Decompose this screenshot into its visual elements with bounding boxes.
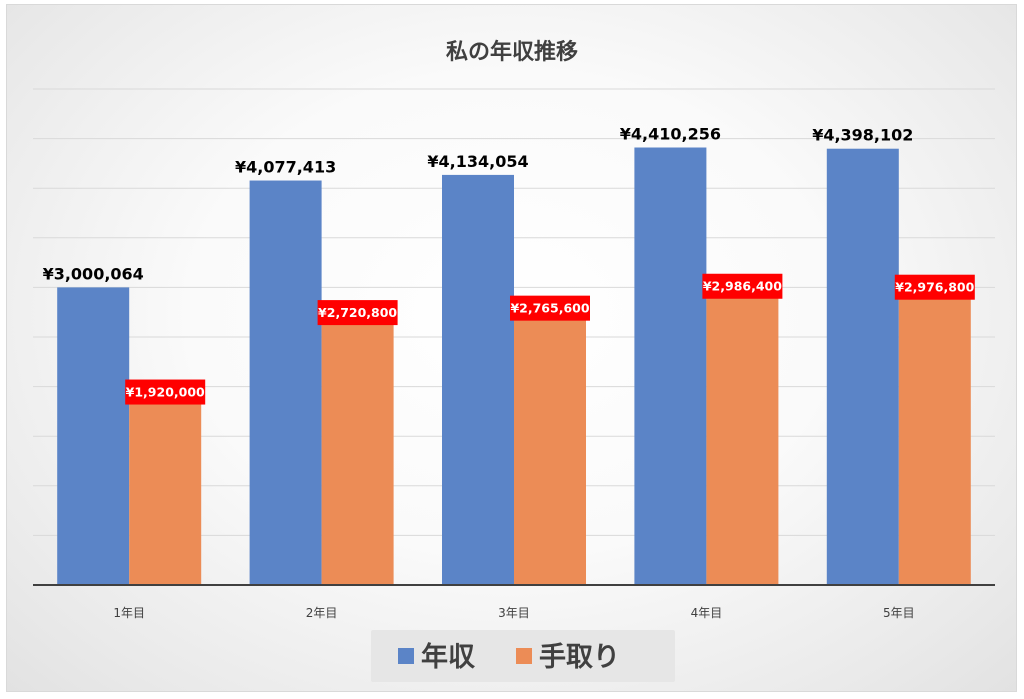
x-tick-label: 5年目 — [883, 606, 915, 620]
bar-tedori — [321, 315, 394, 585]
data-labels: ¥3,000,064 ¥1,920,000 ¥4,077,413 ¥2,720,800… — [43, 125, 975, 405]
legend-label: 年収 — [421, 641, 476, 673]
bar-nenshu — [57, 287, 130, 585]
data-label-box-tedori — [317, 300, 398, 326]
data-label-box-tedori — [125, 379, 206, 405]
legend-label: 手取り — [539, 642, 620, 673]
x-tick-label: 4年目 — [691, 606, 723, 620]
bars — [57, 147, 971, 585]
data-label-nenshu: ¥4,077,413 — [235, 158, 336, 177]
bar-nenshu — [634, 147, 707, 585]
bar-tedori — [514, 310, 586, 585]
data-label-nenshu: ¥3,000,064 — [43, 264, 144, 283]
bar-tedori — [706, 288, 779, 585]
data-label-box-tedori — [894, 274, 975, 300]
data-label-box-tedori — [510, 295, 590, 321]
bar-nenshu — [826, 148, 899, 585]
chart-area: 私の年収推移 ¥3,000,064 ¥1,920,000 ¥4,077,413 ¥2,… — [6, 4, 1017, 692]
bar-tedori — [898, 289, 971, 585]
data-label-nenshu: ¥4,410,256 — [620, 125, 721, 144]
data-label-tedori: ¥2,720,800 — [318, 305, 397, 320]
data-label-tedori: ¥2,976,800 — [895, 280, 974, 295]
data-label-tedori: ¥1,920,000 — [126, 385, 205, 400]
data-label-tedori: ¥2,986,400 — [703, 279, 782, 294]
bar-tedori — [129, 394, 202, 585]
bar-chart: 私の年収推移 ¥3,000,064 ¥1,920,000 ¥4,077,413 ¥2,… — [33, 39, 995, 682]
legend: 年収 手取り — [371, 630, 675, 682]
x-tick-label: 3年目 — [498, 606, 530, 620]
data-label-box-tedori — [702, 273, 783, 299]
bar-nenshu — [249, 180, 322, 585]
data-label-nenshu: ¥4,398,102 — [812, 126, 913, 145]
data-label-tedori: ¥2,765,600 — [510, 301, 589, 316]
data-label-nenshu: ¥4,134,054 — [427, 152, 528, 171]
chart-title: 私の年収推移 — [446, 39, 578, 65]
x-tick-label: 1年目 — [113, 606, 145, 620]
x-axis: 1年目 2年目 3年目 4年目 5年目 — [33, 584, 995, 620]
x-tick-label: 2年目 — [306, 606, 338, 620]
legend-swatch — [516, 648, 532, 664]
legend-swatch — [398, 648, 414, 664]
bar-nenshu — [442, 174, 514, 585]
